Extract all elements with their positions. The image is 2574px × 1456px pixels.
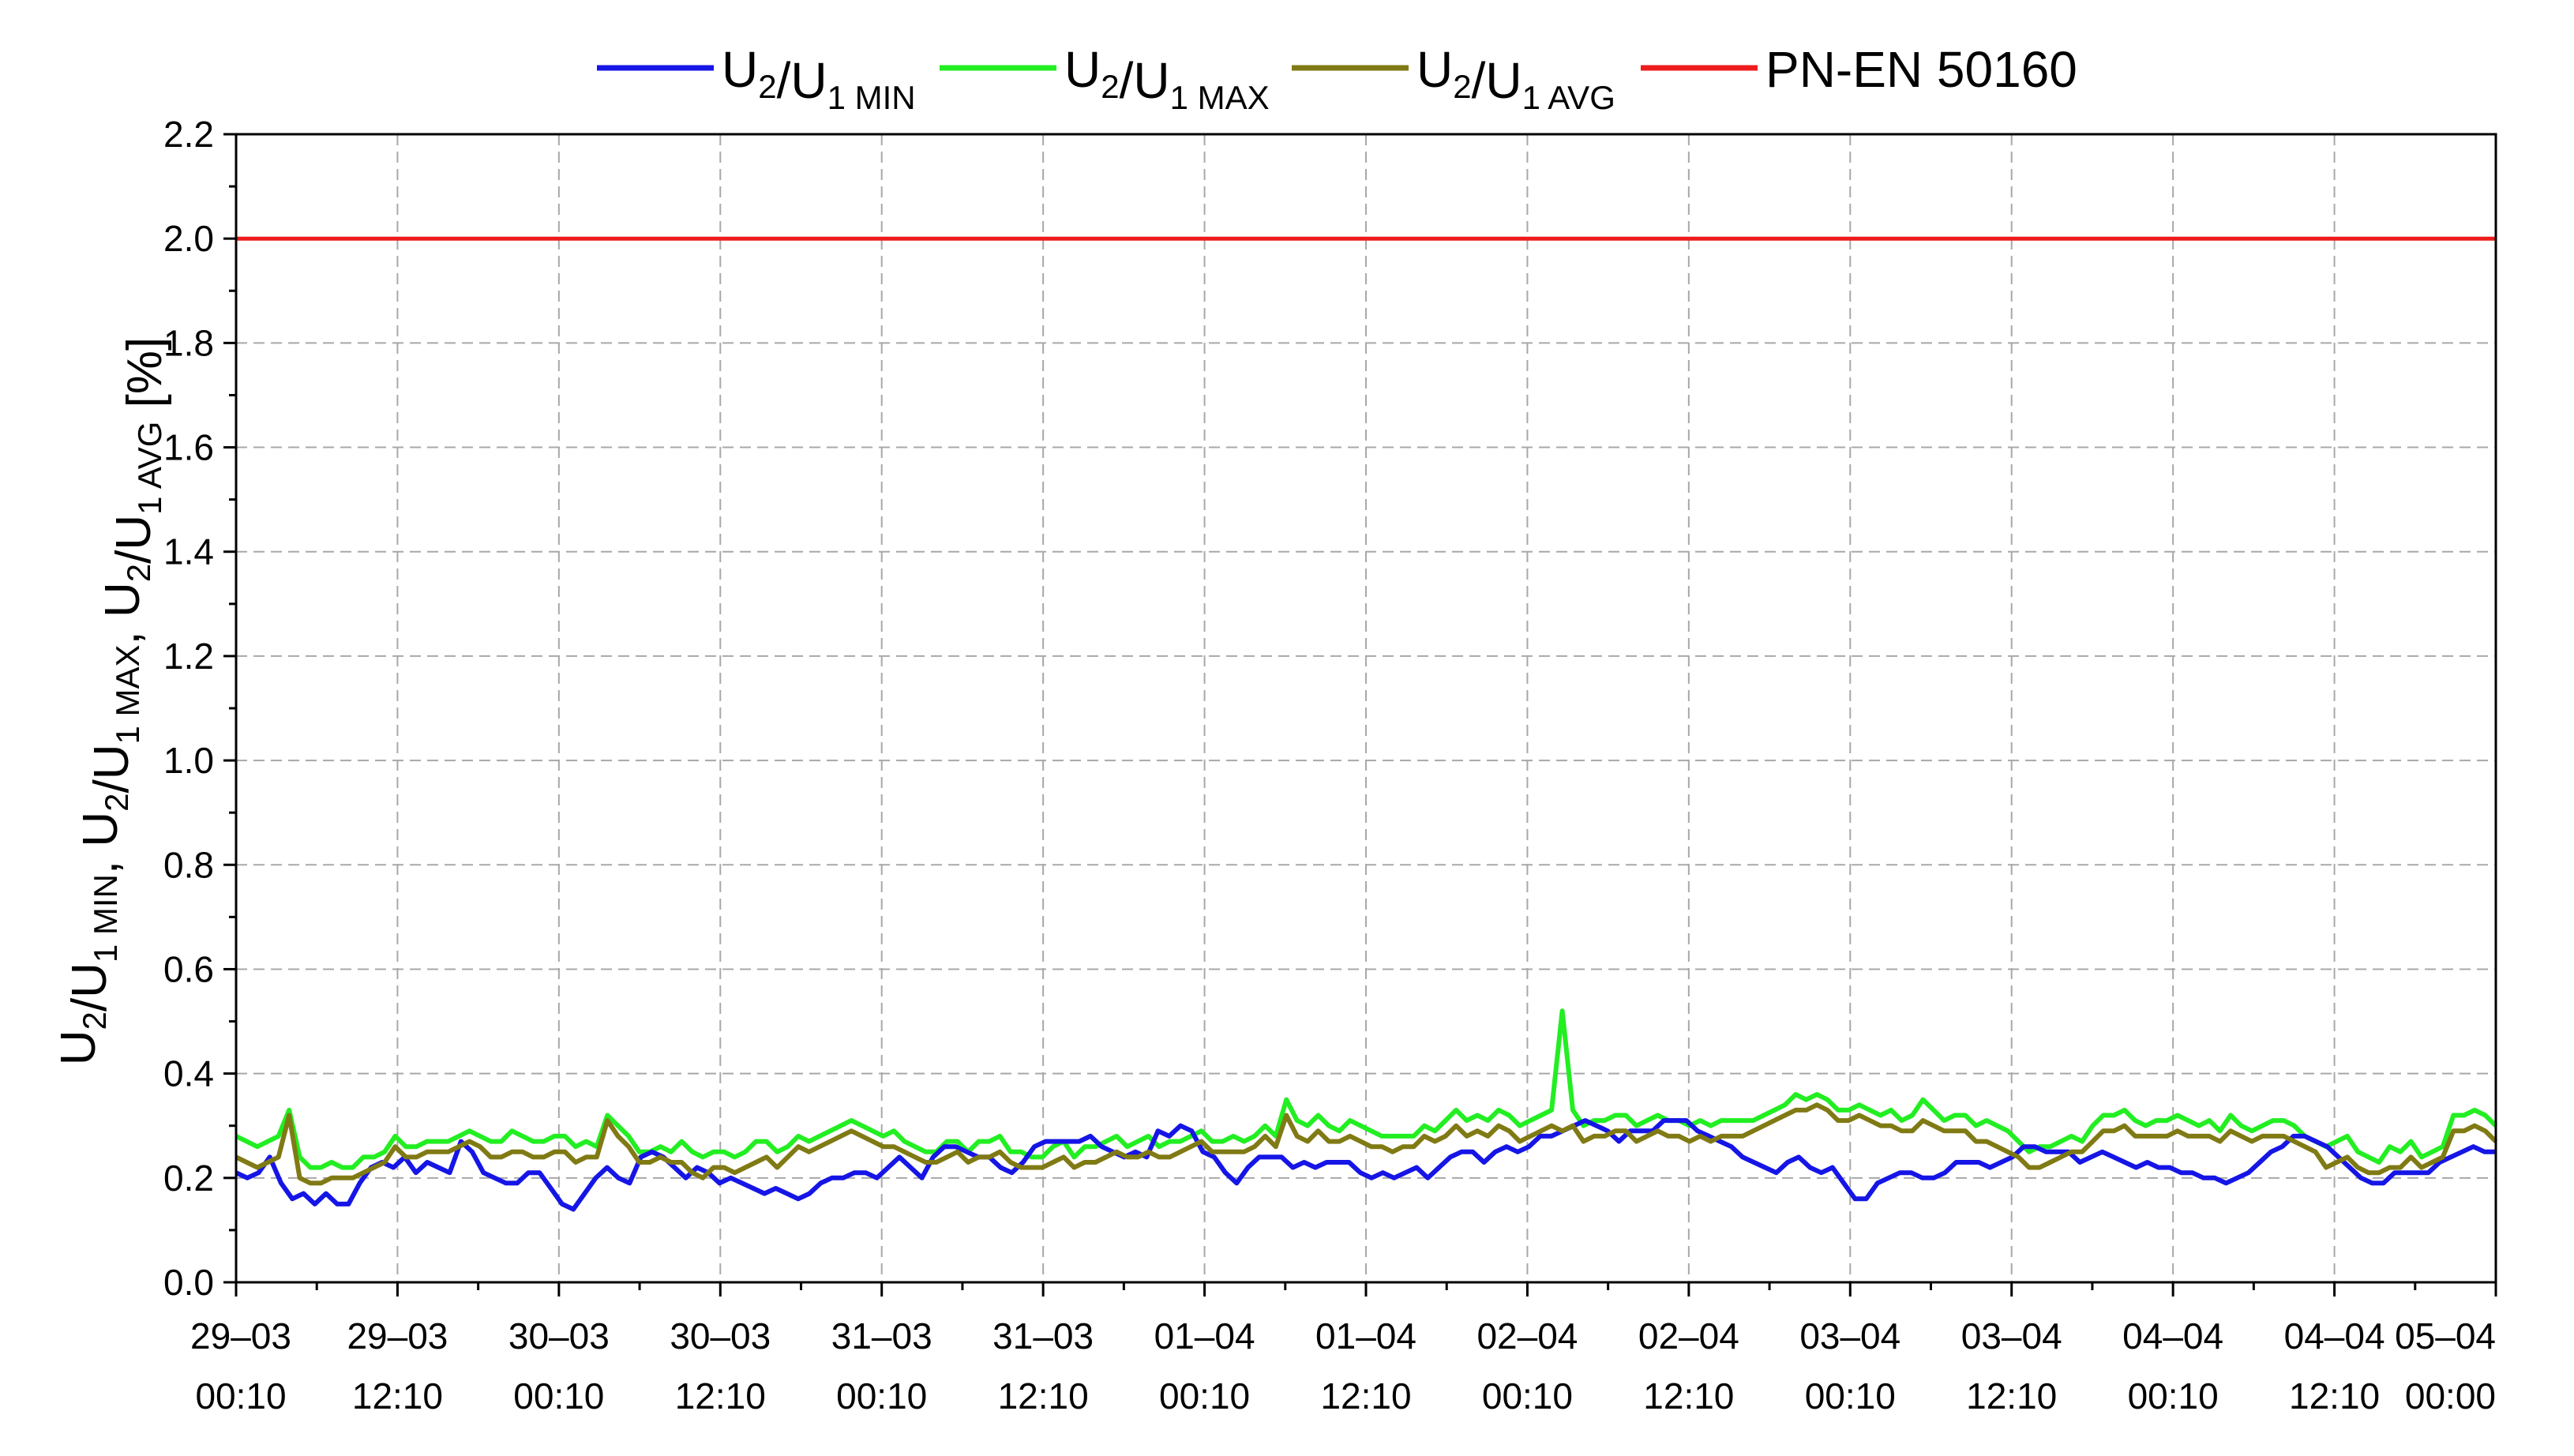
y-tick-label: 1.4	[163, 531, 214, 572]
x-tick-date-label: 02–04	[1638, 1315, 1739, 1357]
x-tick-date-label: 05–04	[2395, 1315, 2496, 1357]
x-tick-time-label: 00:10	[513, 1375, 604, 1417]
legend: U2/U1 MIN U2/U1 MAX U2/U1 AVG PN-EN 50160	[597, 41, 2077, 116]
series-line-2	[235, 1008, 2498, 1170]
x-tick-date-label: 03–04	[1961, 1315, 2062, 1357]
x-tick-time-label: 00:10	[2128, 1375, 2219, 1417]
y-tick-label: 0.0	[163, 1262, 214, 1303]
x-tick-time-label: 00:10	[1159, 1375, 1250, 1417]
x-tick-date-label: 29–03	[347, 1315, 448, 1357]
series-line-3	[235, 1102, 2498, 1186]
x-tick-time-label: 00:10	[1482, 1375, 1573, 1417]
legend-label: PN-EN 50160	[1765, 41, 2077, 98]
y-tick-label: 1.0	[163, 740, 214, 781]
x-tick-time-label: 00:10	[1805, 1375, 1896, 1417]
x-tick-time-label: 12:10	[675, 1375, 766, 1417]
x-tick-date-label: 31–03	[831, 1315, 932, 1357]
legend-label: U2/U1 MIN	[722, 41, 916, 116]
y-tick-label: 0.8	[163, 844, 214, 885]
series-lines	[235, 236, 2498, 1212]
legend-label: U2/U1 MAX	[1064, 41, 1270, 116]
y-axis-ticks: 0.0 0.2 0.4 0.6 0.8 1.0 1.2 1.4 1.6 1.8 2.0 2.2	[163, 114, 236, 1303]
x-tick-date-label: 02–04	[1476, 1315, 1578, 1357]
y-tick-label: 1.6	[163, 427, 214, 468]
y-tick-label: 0.2	[163, 1158, 214, 1199]
x-tick-date-label: 29–03	[190, 1315, 291, 1357]
x-tick-time-label: 12:10	[1320, 1375, 1411, 1417]
y-tick-label: 0.6	[163, 948, 214, 989]
x-tick-time-label: 12:10	[2289, 1375, 2380, 1417]
x-tick-date-label: 04–04	[2122, 1315, 2223, 1357]
x-tick-date-label: 30–03	[508, 1315, 610, 1357]
x-tick-date-label: 31–03	[992, 1315, 1094, 1357]
x-tick-date-label: 30–03	[670, 1315, 771, 1357]
grid-lines	[236, 134, 2496, 1282]
x-tick-time-label: 12:10	[1643, 1375, 1734, 1417]
y-tick-label: 0.4	[163, 1053, 214, 1094]
y-tick-label: 2.0	[163, 218, 214, 259]
x-tick-date-label: 01–04	[1154, 1315, 1255, 1357]
legend-label: U2/U1 AVG	[1416, 41, 1615, 116]
x-axis-ticks: 29–03 00:10 29–03 12:10 30–03 00:10 30–03 12:10…	[190, 1282, 2497, 1417]
series-line-1	[235, 1118, 2496, 1212]
x-tick-time-label: 00:10	[195, 1375, 286, 1417]
y-tick-label: 2.2	[163, 114, 214, 155]
x-tick-time-label: 12:10	[1966, 1375, 2057, 1417]
y-axis-title: U2/U1 MIN, U2/U1 MAX, U2/U1 AVG [%]	[51, 337, 172, 1066]
x-tick-time-label: 00:00	[2405, 1375, 2496, 1417]
x-tick-date-label: 01–04	[1315, 1315, 1416, 1357]
y-tick-label: 1.8	[163, 322, 214, 363]
x-tick-date-label: 04–04	[2284, 1315, 2385, 1357]
x-tick-time-label: 12:10	[998, 1375, 1089, 1417]
x-tick-date-label: 03–04	[1799, 1315, 1900, 1357]
x-tick-time-label: 12:10	[352, 1375, 443, 1417]
y-tick-label: 1.2	[163, 636, 214, 677]
x-tick-time-label: 00:10	[836, 1375, 927, 1417]
